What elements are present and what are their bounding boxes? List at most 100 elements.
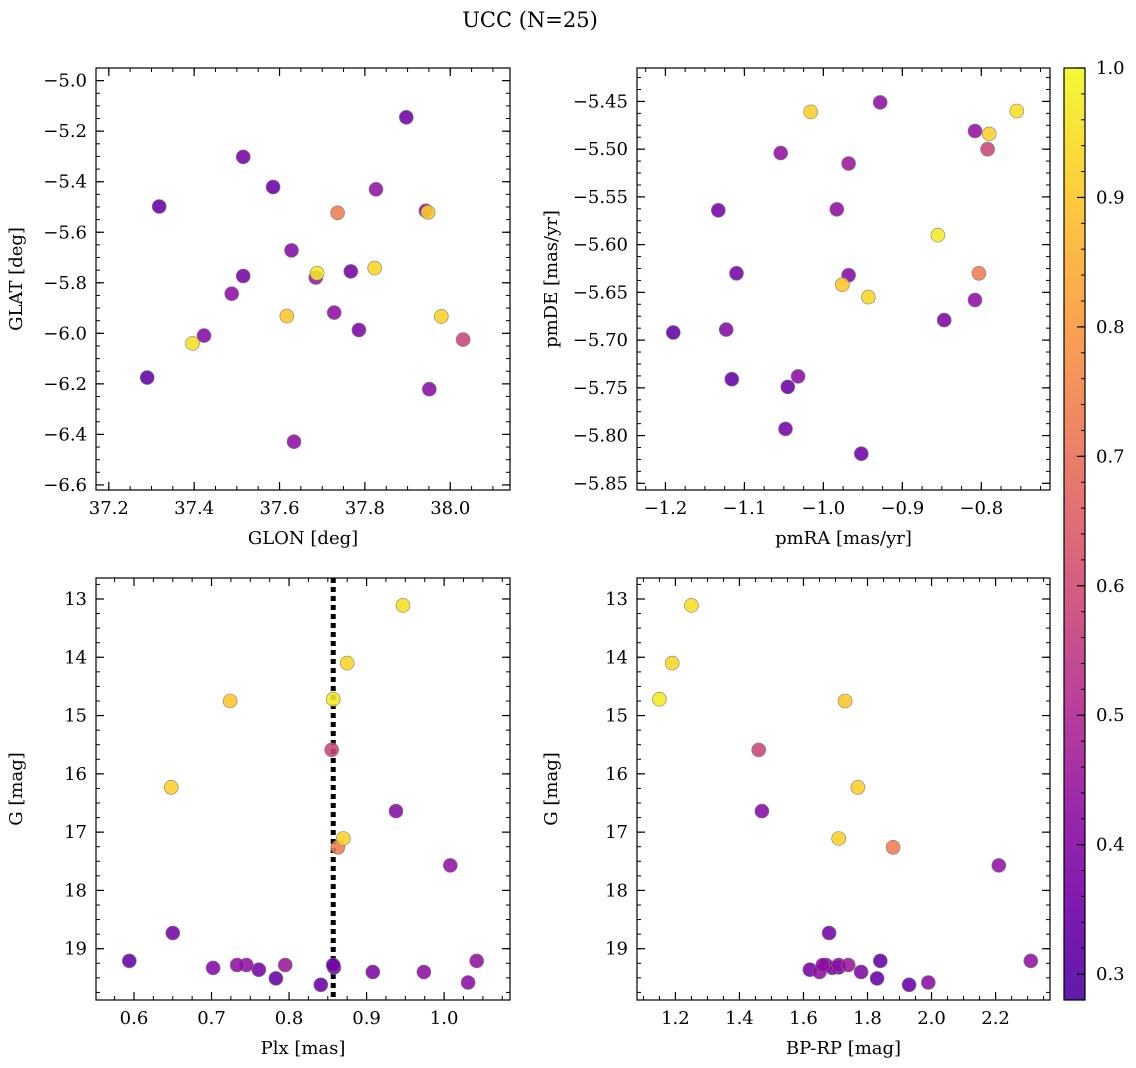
x-tick-label: 37.4: [174, 498, 214, 519]
scatter-point: [163, 779, 179, 795]
y-tick-label: 17: [64, 822, 87, 843]
y-tick-label: 14: [605, 647, 628, 668]
scatter-point: [840, 957, 856, 973]
y-tick-label: −5.85: [573, 473, 628, 494]
scatter-point: [829, 202, 845, 217]
scatter-point: [850, 779, 866, 795]
colorbar-tick-label: 0.3: [1096, 964, 1125, 985]
scatter-point: [841, 156, 856, 171]
scatter-point: [325, 957, 341, 973]
scatter-point: [901, 977, 917, 993]
scatter-point: [286, 434, 302, 450]
axes-frame: [95, 577, 511, 1001]
y-tick-label: 16: [605, 764, 628, 785]
scatter-point: [872, 953, 888, 969]
scatter-point: [420, 205, 436, 220]
y-tick-label: 18: [605, 880, 628, 901]
y-tick-label: 15: [64, 706, 87, 727]
scatter-point: [395, 598, 411, 613]
scatter-point: [664, 655, 680, 671]
x-tick-label: 1.4: [725, 1008, 754, 1029]
scatter-point: [222, 693, 238, 709]
colorbar-gradient: [1064, 68, 1085, 1000]
scatter-point: [718, 322, 734, 337]
scatter-point: [872, 95, 888, 110]
scatter-point: [325, 691, 341, 707]
y-tick-label: 13: [64, 589, 87, 610]
scatter-point: [853, 446, 869, 462]
scatter-point: [421, 381, 437, 397]
panels: 37.2 37.4 37.6 37.8 38.0 −5.0 −5.2 −5.4 −5.6 −5.8…: [6, 67, 1051, 1059]
y-tick-label: −5.80: [573, 426, 628, 447]
y-tick-label: 13: [605, 589, 628, 610]
scatter-point: [652, 691, 667, 707]
scatter-point: [335, 831, 351, 846]
y-tick-label: 14: [64, 647, 87, 668]
x-tick-label: −0.8: [959, 498, 1003, 519]
scatter-point: [229, 957, 245, 973]
colorbar-tick-label: 1.0: [1096, 58, 1125, 79]
colorbar-tick-label: 0.7: [1096, 446, 1125, 467]
scatter-point: [684, 598, 699, 613]
scatter-point: [326, 305, 342, 320]
y-tick-label: −6.6: [43, 475, 87, 496]
x-tick-label: 0.7: [197, 1008, 226, 1029]
panel-plx-g: 0.6 0.7 0.8 0.9 1.0 13 14 15 16 17 18 19 Plx [mas] G …: [6, 577, 511, 1059]
scatter-point: [185, 336, 200, 351]
y-tick-label: −5.70: [573, 330, 628, 351]
scatter-point: [442, 858, 458, 873]
scatter-point: [831, 831, 847, 846]
x-tick-label: 2.0: [917, 1008, 946, 1029]
x-axis-label: GLON [deg]: [248, 528, 358, 549]
scatter-point: [790, 369, 806, 384]
y-tick-label: −5.55: [573, 187, 628, 208]
scatter-point: [324, 742, 340, 758]
figure-title: UCC (N=25): [462, 8, 598, 32]
scatter-point: [398, 110, 414, 125]
axes-frame: [636, 577, 1051, 1001]
scatter-point: [980, 141, 995, 157]
scatter-point: [780, 379, 796, 395]
scatter-point: [365, 964, 381, 980]
scatter-point: [268, 971, 284, 986]
scatter-point: [1023, 953, 1039, 969]
y-tick-label: −6.4: [43, 424, 87, 445]
y-tick-label: −5.50: [573, 139, 628, 160]
colorbar-tick-label: 0.4: [1096, 835, 1125, 856]
y-tick-label: 18: [64, 880, 87, 901]
y-tick-label: −5.60: [573, 235, 628, 256]
y-tick-label: 19: [605, 939, 628, 960]
scatter-point: [837, 693, 853, 709]
panel-glon-glat: 37.2 37.4 37.6 37.8 38.0 −5.0 −5.2 −5.4 −5.6 −5.8…: [6, 67, 511, 549]
x-tick-label: 1.2: [661, 1008, 690, 1029]
scatter-point: [284, 243, 299, 258]
y-tick-label: 16: [64, 764, 87, 785]
scatter-point: [367, 260, 383, 276]
colorbar-tick-label: 0.6: [1096, 576, 1125, 597]
y-tick-label: −5.2: [43, 121, 87, 142]
scatter-point: [885, 839, 901, 855]
scatter-point: [967, 123, 983, 139]
scatter-point: [151, 199, 167, 214]
x-tick-label: −1.2: [644, 498, 688, 519]
scatter-point: [971, 265, 987, 281]
scatter-point: [834, 277, 850, 293]
x-tick-label: 1.8: [853, 1008, 882, 1029]
scatter-point: [920, 975, 936, 990]
x-tick-label: 37.6: [259, 498, 299, 519]
scatter-point: [368, 182, 384, 197]
y-tick-label: −5.45: [573, 91, 628, 112]
x-tick-label: 0.9: [352, 1008, 381, 1029]
data-layer: [665, 95, 1025, 462]
scatter-point: [251, 962, 267, 978]
scatter-point: [1009, 103, 1025, 119]
scatter-point: [309, 265, 325, 281]
y-tick-label: −5.65: [573, 282, 628, 303]
scatter-point: [165, 925, 181, 941]
scatter-point: [751, 742, 767, 758]
y-tick-label: −6.2: [43, 374, 87, 395]
x-axis-label: pmRA [mas/yr]: [775, 528, 912, 549]
scatter-point: [196, 328, 212, 343]
x-tick-label: 0.6: [120, 1008, 149, 1029]
data-layer: [122, 578, 485, 1000]
